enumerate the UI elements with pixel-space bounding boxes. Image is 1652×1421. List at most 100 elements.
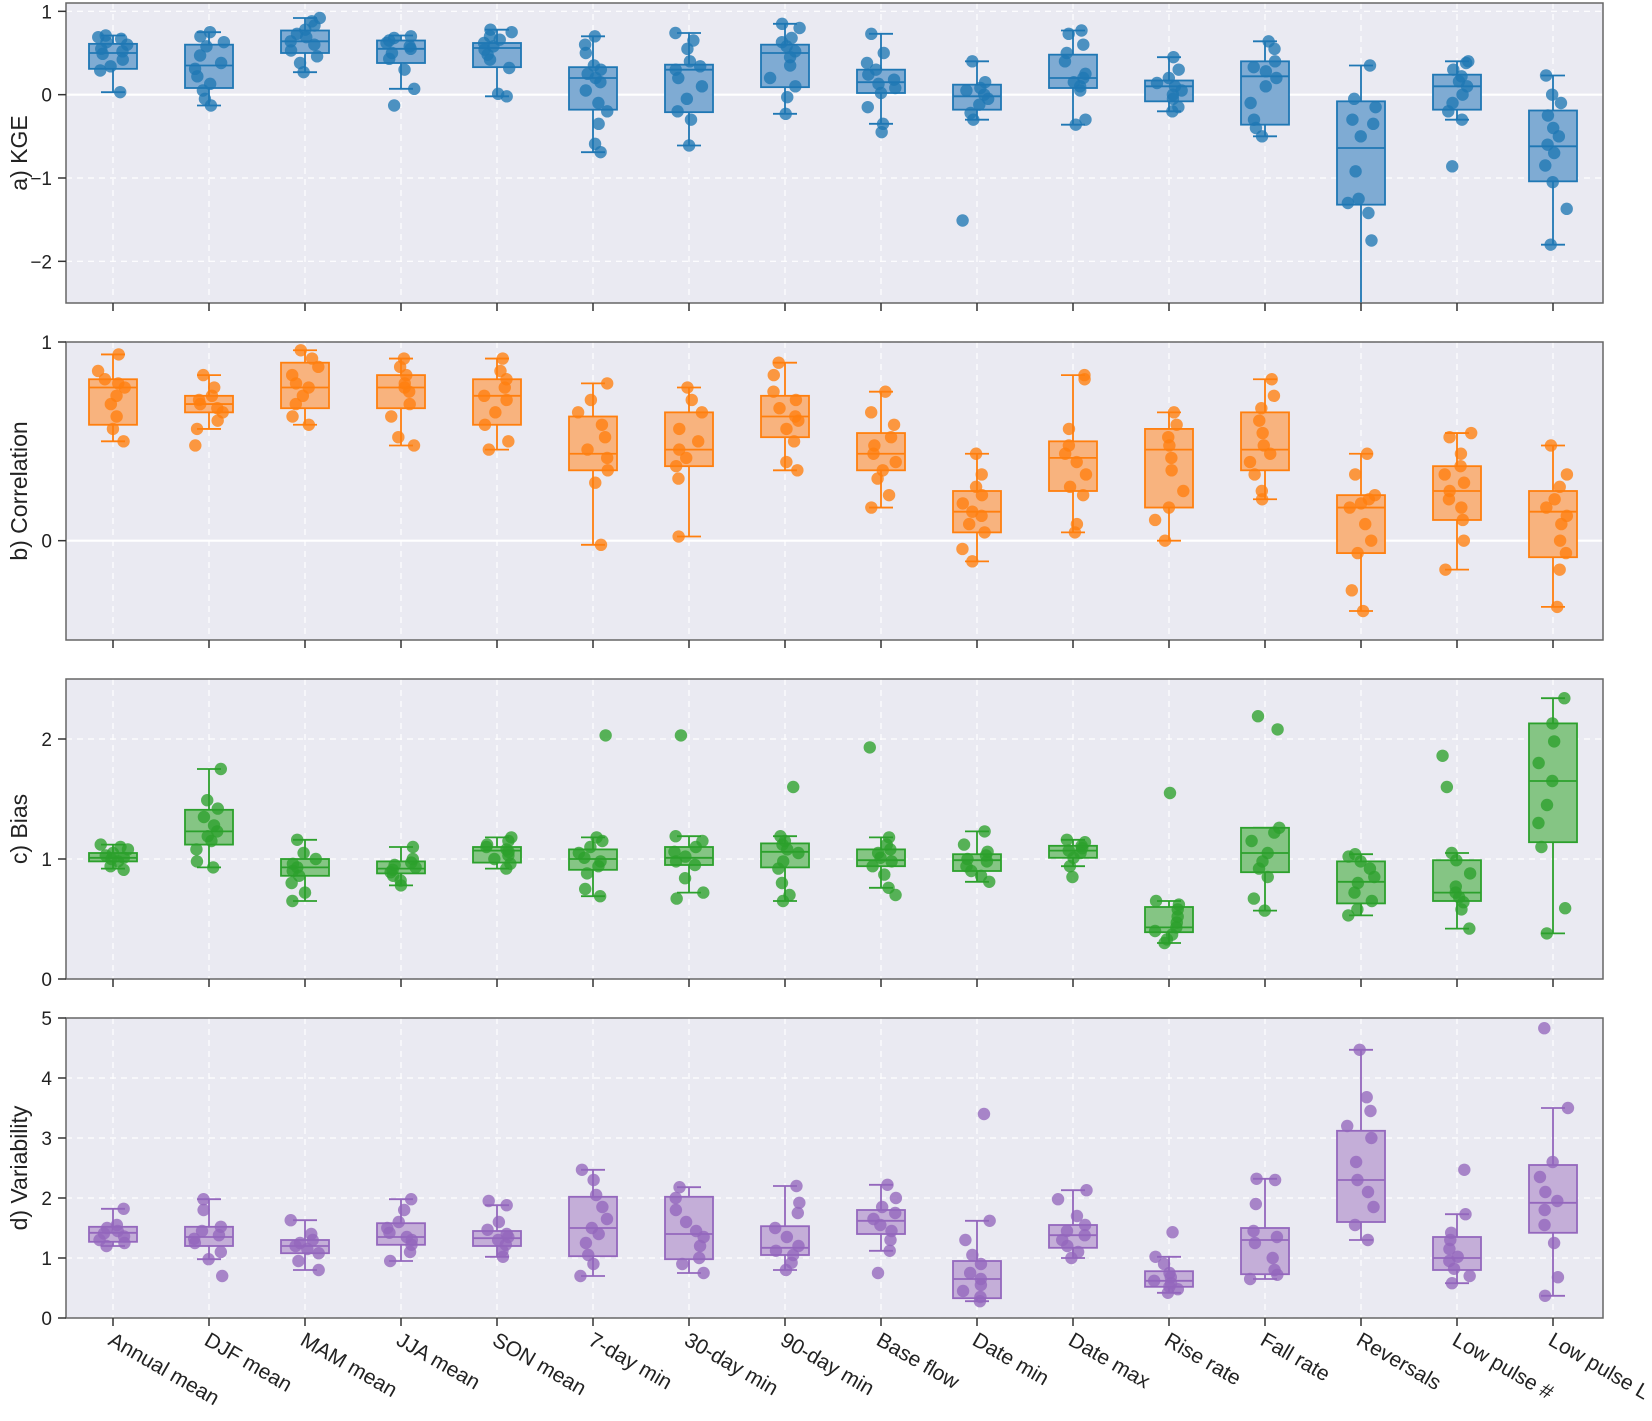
data-point: [1075, 24, 1088, 37]
data-point: [572, 846, 586, 860]
data-point: [500, 1199, 513, 1212]
box-correlation-5: [568, 377, 618, 552]
data-point: [964, 106, 977, 120]
data-point: [1255, 402, 1268, 415]
data-point: [1255, 484, 1269, 498]
data-point: [1259, 65, 1273, 78]
data-point: [1266, 1251, 1279, 1265]
category-label: Rise rate: [1161, 1328, 1245, 1390]
data-point: [1367, 1200, 1380, 1214]
data-point: [197, 1203, 210, 1217]
data-point: [693, 60, 707, 73]
data-point: [975, 509, 988, 523]
data-point: [960, 84, 973, 97]
data-point: [1247, 60, 1260, 74]
data-point: [1463, 1269, 1476, 1283]
data-point: [1163, 786, 1177, 800]
data-point: [1248, 468, 1261, 481]
box-bias-0: [88, 838, 138, 876]
data-point: [302, 381, 315, 394]
data-point: [884, 430, 898, 444]
data-point: [881, 1178, 894, 1192]
data-point: [1541, 109, 1555, 122]
y-tick-label: −2: [30, 252, 52, 273]
data-point: [588, 137, 602, 151]
data-point: [1060, 1224, 1074, 1238]
data-point: [962, 517, 976, 531]
data-point: [582, 1248, 595, 1262]
data-point: [587, 1173, 600, 1187]
data-point: [783, 888, 796, 902]
data-point: [673, 443, 686, 456]
data-point: [685, 393, 698, 407]
box-kge-11: [1144, 50, 1194, 118]
category-label: SON mean: [489, 1328, 590, 1400]
data-point: [589, 1188, 603, 1202]
data-point: [99, 29, 112, 42]
data-point: [500, 1227, 513, 1241]
data-point: [1436, 749, 1449, 762]
data-point: [780, 455, 793, 469]
data-point: [1177, 484, 1190, 498]
data-point: [201, 830, 214, 843]
data-point: [872, 77, 885, 91]
data-point: [867, 1212, 880, 1226]
data-point: [1352, 192, 1365, 206]
data-point: [284, 1214, 297, 1227]
data-point: [305, 352, 319, 365]
data-point: [679, 850, 692, 863]
y-tick-label: 2: [41, 1189, 52, 1210]
data-point: [1451, 1250, 1464, 1264]
data-point: [214, 56, 228, 70]
data-point: [1259, 80, 1272, 93]
data-point: [294, 344, 307, 357]
data-point: [406, 852, 420, 866]
data-point: [1346, 113, 1359, 126]
data-point: [789, 80, 802, 93]
data-point: [978, 75, 992, 89]
data-point: [406, 840, 420, 854]
box-kge-13: [1336, 59, 1386, 303]
data-point: [887, 73, 901, 86]
data-point: [1348, 886, 1361, 899]
data-point: [1062, 844, 1075, 857]
data-point: [1071, 1245, 1085, 1259]
category-label: MAM mean: [297, 1328, 401, 1402]
data-point: [1445, 846, 1458, 860]
data-point: [110, 389, 123, 403]
data-point: [98, 373, 112, 386]
data-point: [403, 40, 416, 53]
data-point: [594, 538, 608, 552]
data-point: [1558, 902, 1572, 915]
y-axis-label: a) KGE: [6, 115, 32, 190]
data-point: [775, 876, 789, 890]
data-point: [110, 1218, 124, 1232]
box-bias-2: [280, 833, 330, 908]
data-point: [966, 505, 979, 518]
box-kge-7: [760, 17, 810, 121]
data-point: [1363, 862, 1377, 875]
data-point: [957, 838, 971, 851]
box-variability-15: [1528, 1021, 1578, 1303]
data-point: [482, 443, 496, 456]
data-point: [114, 840, 127, 854]
data-point: [1540, 798, 1554, 812]
data-point: [1249, 1197, 1263, 1211]
data-point: [574, 1269, 587, 1283]
data-point: [579, 1236, 593, 1250]
data-point: [774, 830, 787, 843]
data-point: [104, 60, 117, 73]
data-point: [1148, 924, 1162, 938]
data-point: [1445, 1277, 1459, 1290]
data-point: [769, 1244, 783, 1258]
data-point: [579, 84, 592, 97]
data-point: [1547, 121, 1560, 135]
box-kge-14: [1432, 55, 1482, 173]
data-point: [477, 389, 491, 403]
data-point: [1163, 1266, 1176, 1280]
data-point: [407, 439, 421, 452]
box-variability-9: [952, 1107, 1002, 1308]
box-kge-15: [1528, 69, 1578, 251]
data-point: [194, 30, 207, 43]
